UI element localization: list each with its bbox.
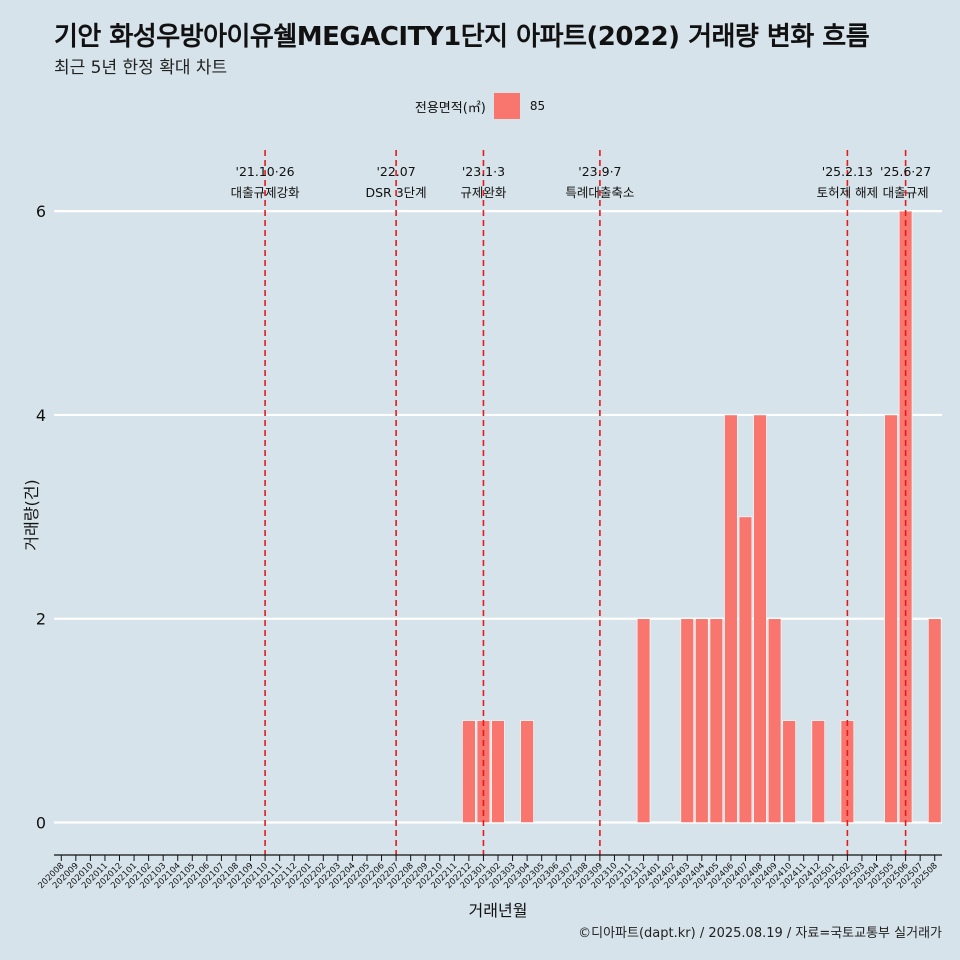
event-desc-label: 규제완화 [460,185,507,200]
event-desc-label: 토허제 해제 [817,185,878,200]
legend: 전용면적(㎡) 85 [0,93,960,119]
bar-202412 [811,720,825,823]
bars [462,210,942,823]
event-date-label: '25.6·27 [880,164,931,179]
bar-202409 [767,618,782,823]
bar-202505 [884,414,898,823]
event-desc-label: 대출규제 [883,185,929,200]
event-annotations: '21.10·26 대출규제강화 '22.07 DSR 3단계 '23.1·3 규제완화 '… [231,164,932,200]
event-date-label: '21.10·26 [236,164,295,179]
source-caption: ©디아파트(dapt.kr) / 2025.08.19 / 자료=국토교통부 실… [578,926,942,941]
event-date-label: '22.07 [376,164,415,179]
bar-202302 [491,720,505,823]
y-tick-label: 4 [36,406,46,425]
event-date-label: '23.9·7 [578,164,621,179]
bar-202508 [928,618,942,823]
legend-label: 85 [529,99,546,113]
bar-202404 [695,618,709,823]
bar-202403 [680,618,694,823]
y-tick-label: 6 [36,202,46,221]
event-desc-label: 대출규제강화 [231,185,301,200]
chart-title: 기안 화성우방아이유쉘MEGACITY1단지 아파트(2022) 거래량 변화 … [54,22,870,52]
y-axis-label: 거래량(건) [22,479,41,551]
bar-202405 [709,618,724,823]
bar-202304 [520,720,534,823]
event-desc-label: 특례대출축소 [565,185,634,200]
bar-202410 [782,720,796,823]
y-axis-ticks: 0 2 4 6 [36,202,46,832]
legend-title: 전용면적(㎡) [414,100,486,116]
bar-202408 [753,414,767,823]
bar-202312 [636,618,651,823]
bar-202212 [462,720,476,823]
y-tick-label: 2 [36,610,46,629]
y-tick-label: 0 [36,814,46,833]
event-desc-label: DSR 3단계 [366,185,427,200]
x-axis-label: 거래년월 [468,901,528,920]
event-lines [264,150,907,855]
chart-subtitle: 최근 5년 한정 확대 차트 [54,58,228,78]
event-date-label: '23.1·3 [462,164,505,179]
x-axis: 2020082020092020102020112020122021012021… [36,854,942,891]
event-date-label: '25.2.13 [822,164,873,179]
bar-202406 [724,414,738,823]
bar-202407 [738,516,753,823]
legend-swatch [493,93,520,119]
